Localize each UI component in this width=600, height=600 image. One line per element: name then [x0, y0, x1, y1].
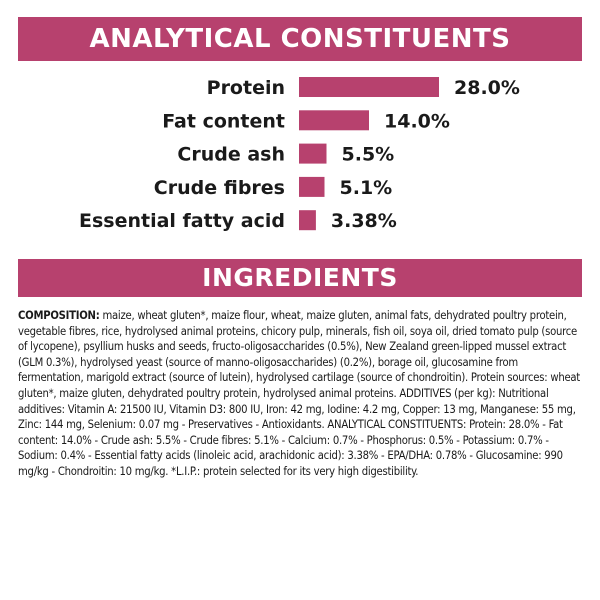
value-label-fat-content: 14.0% [384, 110, 450, 132]
bar-crude-ash [299, 143, 327, 164]
category-label-protein: Protein [207, 77, 285, 99]
bar-crude-fibres [299, 176, 325, 197]
value-label-crude-ash: 5.5% [342, 144, 395, 166]
analytical-constituents-banner: ANALYTICAL CONSTITUENTS [18, 17, 582, 61]
category-label-crude-fibres: Crude fibres [154, 177, 285, 199]
ingredients-title: INGREDIENTS [202, 263, 398, 292]
ingredients-banner: INGREDIENTS [18, 259, 582, 297]
category-label-essential-fatty-acid: Essential fatty acid [79, 210, 285, 232]
composition-label: COMPOSITION: [18, 309, 100, 322]
category-label-crude-ash: Crude ash [177, 144, 285, 166]
constituents-bar-chart: Protein 28.0% Fat content 14.0% Crude ash 5.5… [79, 77, 520, 232]
analytical-constituents-title: ANALYTICAL CONSTITUENTS [89, 24, 511, 54]
bar-essential-fatty-acid [299, 210, 316, 231]
value-label-essential-fatty-acid: 3.38% [331, 210, 397, 232]
value-label-crude-fibres: 5.1% [340, 177, 393, 199]
value-label-protein: 28.0% [454, 77, 520, 99]
bar-protein [299, 77, 439, 97]
ingredients-text-block: COMPOSITION: maize, wheat gluten*, maize… [18, 308, 584, 480]
bar-fat-content [299, 110, 369, 131]
composition-text: maize, wheat gluten*, maize flour, wheat… [18, 309, 581, 478]
category-label-fat-content: Fat content [162, 110, 285, 132]
